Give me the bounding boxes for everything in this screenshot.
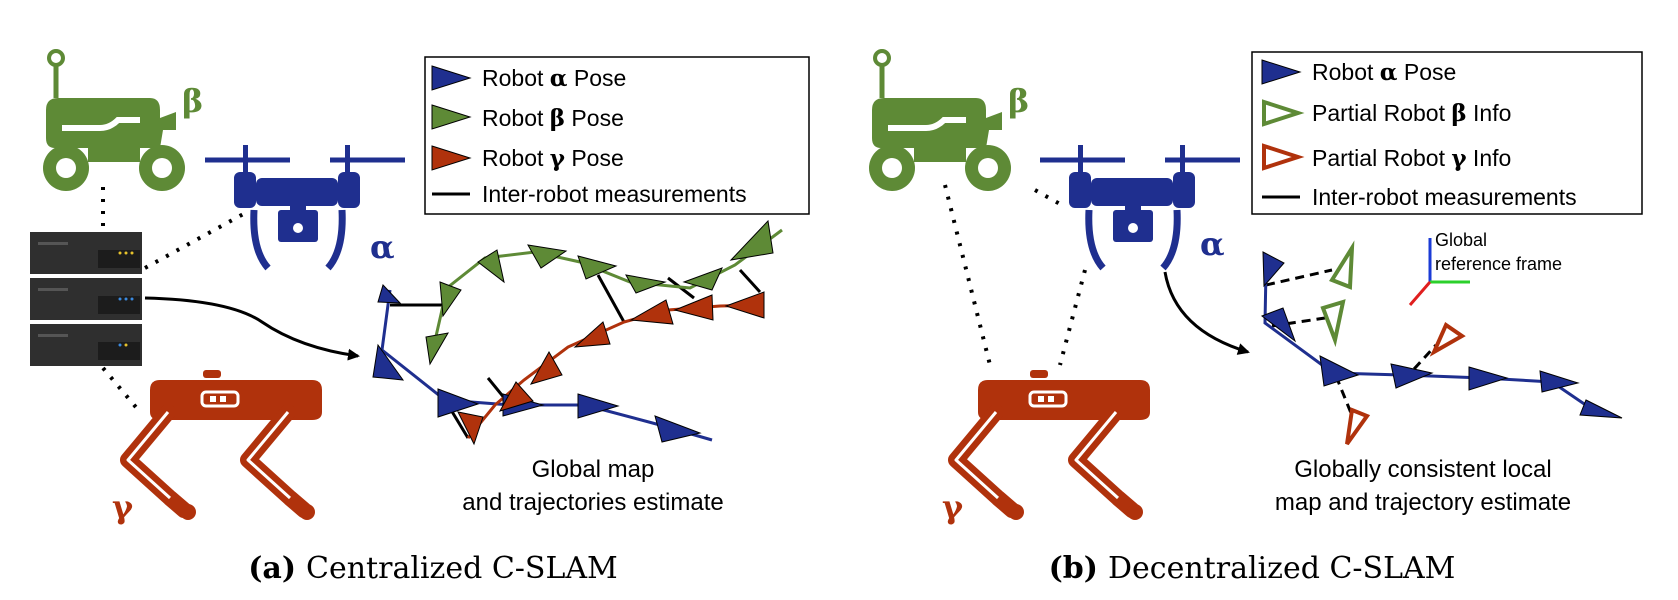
rover-beta-icon-b xyxy=(869,49,1011,191)
caption-b-line2: map and trajectory estimate xyxy=(1275,489,1571,516)
caption-b-line1: Globally consistent local xyxy=(1294,456,1551,483)
legend-b-gamma-label: Partial Robot γ Info xyxy=(1312,145,1511,172)
data-flow-arrow-b xyxy=(1163,271,1250,355)
legend-b-alpha-label: Robot α Pose xyxy=(1312,59,1456,86)
label-alpha-b: α xyxy=(1200,225,1225,263)
drone-alpha-icon xyxy=(205,145,405,271)
legend-a-gamma-label: Robot γ Pose xyxy=(482,145,624,172)
drone-alpha-icon-b xyxy=(1040,145,1240,271)
frame-label-line2: reference frame xyxy=(1435,254,1562,274)
legend-b: Robot α Pose Partial Robot β Info Partia… xyxy=(1251,51,1643,215)
data-flow-arrow-a xyxy=(144,296,360,361)
legend-b-gamma-triangle xyxy=(1262,143,1305,171)
legend-b-beta-label: Partial Robot β Info xyxy=(1312,100,1511,127)
label-gamma-a: γ xyxy=(112,488,134,526)
communication-links-b xyxy=(943,184,1087,366)
frame-label-line1: Global xyxy=(1435,230,1487,250)
robot-dog-gamma-icon xyxy=(120,370,322,520)
legend-a-alpha-triangle xyxy=(431,65,472,91)
panel-a: β xyxy=(30,49,810,586)
legend-a-measurement-label: Inter-robot measurements xyxy=(482,181,747,207)
legend-a-gamma-triangle xyxy=(431,145,472,171)
legend-b-measurement-label: Inter-robot measurements xyxy=(1312,184,1577,210)
caption-a-line2: and trajectories estimate xyxy=(462,489,723,516)
caption-a-line1: Global map xyxy=(532,456,655,483)
legend-a-beta-triangle xyxy=(431,104,472,130)
legend-a: Robot α Pose Robot β Pose Robot γ Pose I… xyxy=(424,56,810,215)
panel-b: β α γ xyxy=(869,49,1643,586)
legend-a-alpha-label: Robot α Pose xyxy=(482,65,626,92)
label-beta-b: β xyxy=(1008,82,1029,120)
pose-graph-b xyxy=(1260,240,1623,446)
legend-b-alpha-triangle xyxy=(1261,59,1302,85)
label-gamma-b: γ xyxy=(942,488,964,526)
communication-links-a xyxy=(101,187,248,414)
robot-dog-gamma-icon-b xyxy=(948,370,1150,520)
server-icon xyxy=(30,232,142,366)
pose-graph-a xyxy=(372,219,783,446)
subcaption-b: (b) Decentralized C-SLAM xyxy=(1049,551,1456,586)
label-alpha-a: α xyxy=(370,228,395,266)
rover-beta-icon xyxy=(43,49,185,191)
global-reference-frame-icon xyxy=(1408,238,1470,306)
label-beta-a: β xyxy=(182,82,203,120)
subcaption-a: (a) Centralized C-SLAM xyxy=(248,551,618,586)
legend-b-beta-triangle xyxy=(1262,99,1305,127)
legend-a-beta-label: Robot β Pose xyxy=(482,105,624,132)
